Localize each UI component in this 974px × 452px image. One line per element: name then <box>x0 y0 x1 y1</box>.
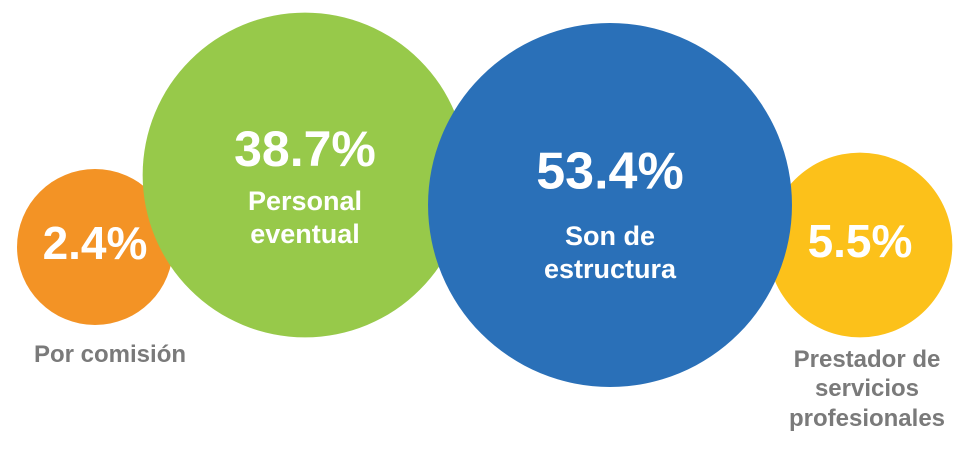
bubble <box>17 169 173 325</box>
category-label: Personal eventual <box>247 186 363 249</box>
value-label: 53.4% <box>536 143 683 201</box>
value-label: 38.7% <box>234 121 376 177</box>
category-label: Prestador de servicios profesionales <box>788 346 946 432</box>
bubble <box>428 23 792 387</box>
category-label: Por comisión <box>33 341 187 368</box>
bubble <box>142 12 468 338</box>
category-label: Son de estructura <box>543 221 677 284</box>
value-label: 2.4% <box>43 217 148 269</box>
bubble <box>767 152 953 338</box>
value-label: 5.5% <box>808 215 913 267</box>
